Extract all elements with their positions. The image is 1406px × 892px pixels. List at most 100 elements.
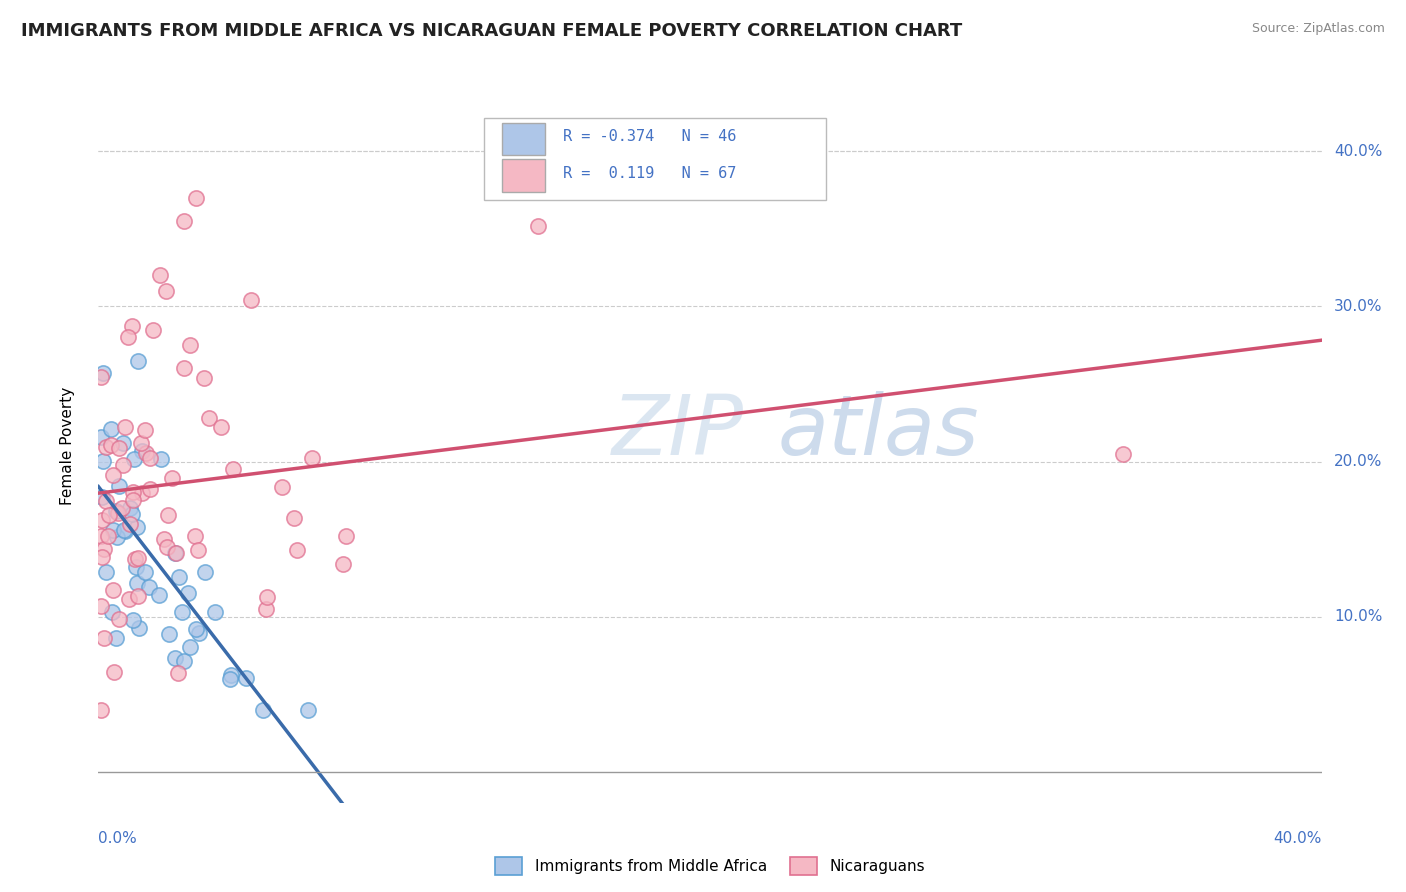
Legend: Immigrants from Middle Africa, Nicaraguans: Immigrants from Middle Africa, Nicaragua… — [489, 851, 931, 880]
Text: R = -0.374   N = 46: R = -0.374 N = 46 — [564, 129, 737, 145]
Point — [252, 703, 274, 717]
Point — [97, 508, 120, 522]
Text: 40.0%: 40.0% — [1334, 144, 1382, 159]
Point — [1112, 447, 1135, 461]
Point — [93, 632, 115, 646]
Point — [179, 640, 201, 654]
Point — [156, 540, 179, 554]
Point — [163, 651, 186, 665]
Point — [285, 542, 308, 557]
Point — [139, 482, 162, 496]
Point — [222, 462, 245, 476]
Point — [270, 480, 292, 494]
Point — [111, 458, 134, 473]
Point — [100, 438, 122, 452]
Text: 30.0%: 30.0% — [1334, 299, 1382, 314]
Point — [90, 599, 112, 613]
Point — [170, 605, 193, 619]
Text: Source: ZipAtlas.com: Source: ZipAtlas.com — [1251, 22, 1385, 36]
Point — [198, 411, 221, 425]
Point — [100, 422, 122, 436]
Point — [120, 501, 142, 516]
FancyBboxPatch shape — [502, 160, 546, 192]
Point — [91, 549, 114, 564]
Point — [107, 506, 129, 520]
Point — [104, 503, 127, 517]
Point — [118, 591, 141, 606]
Point — [131, 486, 153, 500]
Point — [103, 665, 125, 679]
Point — [186, 191, 208, 205]
Point — [90, 513, 112, 527]
Point — [90, 370, 112, 384]
Point — [163, 546, 186, 560]
Point — [122, 485, 145, 500]
Text: atlas: atlas — [778, 392, 979, 472]
Point — [117, 330, 139, 344]
Point — [149, 268, 172, 283]
Point — [96, 493, 118, 508]
Point — [173, 361, 195, 376]
Point — [186, 623, 208, 637]
Point — [153, 533, 176, 547]
Point — [112, 523, 135, 537]
Text: 0.0%: 0.0% — [98, 830, 138, 846]
Point — [122, 451, 145, 466]
Point — [124, 560, 146, 574]
Point — [297, 703, 319, 717]
Point — [127, 353, 149, 368]
Text: ZIP: ZIP — [612, 392, 744, 472]
Point — [101, 524, 124, 538]
Point — [209, 420, 232, 434]
Point — [157, 626, 180, 640]
Point — [100, 605, 122, 619]
Point — [134, 566, 156, 580]
Point — [183, 528, 205, 542]
Point — [125, 520, 148, 534]
Point — [108, 612, 131, 626]
Point — [114, 524, 136, 539]
Point — [138, 580, 160, 594]
Point — [283, 510, 305, 524]
Point — [256, 590, 278, 604]
Point — [194, 565, 217, 579]
Point — [179, 338, 201, 352]
Point — [90, 703, 112, 717]
Point — [112, 435, 135, 450]
Point — [124, 552, 146, 566]
Point — [160, 471, 183, 485]
Point — [187, 626, 209, 640]
Point — [173, 654, 195, 668]
Text: 20.0%: 20.0% — [1334, 454, 1382, 469]
Point — [235, 671, 257, 685]
Point — [155, 284, 177, 298]
Point — [122, 493, 145, 508]
Text: R =  0.119   N = 67: R = 0.119 N = 67 — [564, 166, 737, 181]
Point — [173, 214, 195, 228]
Point — [111, 500, 134, 515]
Point — [187, 542, 209, 557]
Point — [121, 507, 143, 521]
Point — [91, 454, 114, 468]
FancyBboxPatch shape — [502, 122, 546, 154]
Point — [127, 551, 149, 566]
Text: 10.0%: 10.0% — [1334, 609, 1382, 624]
Point — [121, 319, 143, 334]
Point — [527, 219, 550, 233]
Point — [148, 588, 170, 602]
Point — [128, 621, 150, 635]
Text: Female Poverty: Female Poverty — [60, 387, 76, 505]
Point — [122, 613, 145, 627]
Point — [167, 666, 190, 681]
Point — [125, 576, 148, 591]
Point — [332, 558, 354, 572]
Point — [142, 323, 165, 337]
Point — [101, 467, 124, 482]
Point — [108, 478, 131, 492]
Point — [177, 586, 200, 600]
Point — [103, 583, 125, 598]
Point — [301, 451, 323, 466]
Point — [156, 508, 179, 523]
Point — [127, 590, 149, 604]
Point — [108, 441, 131, 455]
